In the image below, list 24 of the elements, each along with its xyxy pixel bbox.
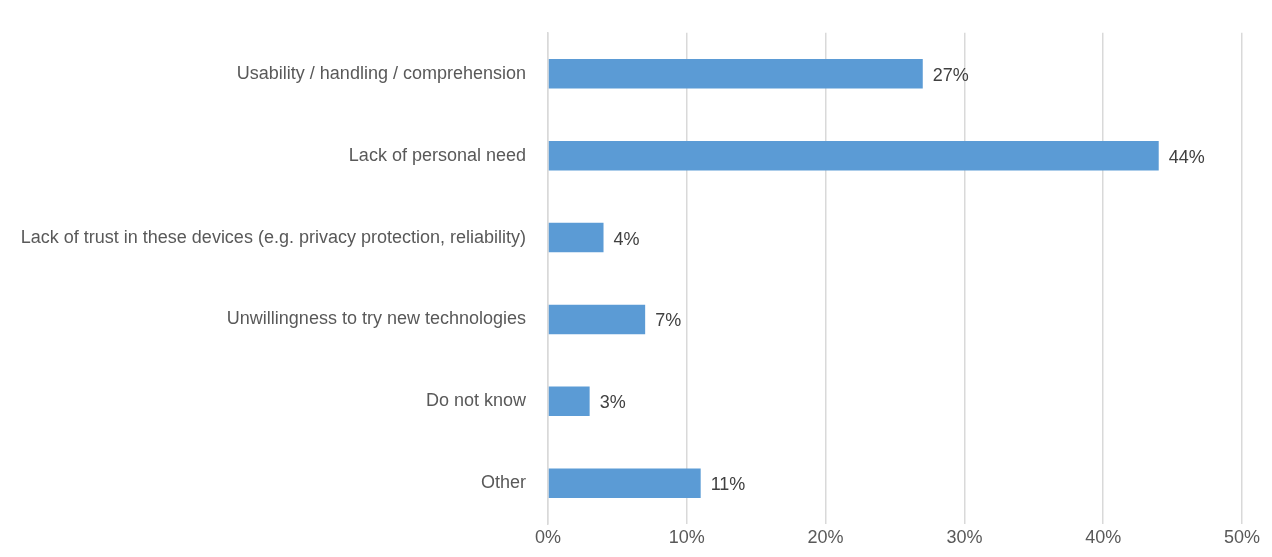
bar xyxy=(548,304,646,335)
x-tick-label: 10% xyxy=(668,526,705,547)
x-tick-label: 30% xyxy=(946,526,983,547)
data-label: 7% xyxy=(655,310,682,331)
y-tick-label: Usability / handling / comprehension xyxy=(236,62,526,83)
data-label: 3% xyxy=(599,392,626,413)
y-tick-label: Lack of personal need xyxy=(348,144,526,165)
bar xyxy=(548,468,701,498)
y-tick-label: Other xyxy=(480,472,526,493)
x-tick-label: 40% xyxy=(1085,526,1122,547)
x-tick-label: 50% xyxy=(1223,526,1261,547)
y-tick-label: Do not know xyxy=(425,390,527,411)
y-tick-label: Lack of trust in these devices (e.g. privacy protection, reliability) xyxy=(20,226,526,247)
data-label: 44% xyxy=(1168,146,1205,167)
bar xyxy=(548,222,604,253)
data-label: 4% xyxy=(613,228,640,249)
data-label: 27% xyxy=(932,64,969,85)
bar xyxy=(548,59,923,89)
bar xyxy=(548,386,590,417)
bar xyxy=(548,140,1159,171)
y-tick-label: Unwillingness to try new technologies xyxy=(226,308,526,329)
x-tick-label: 0% xyxy=(534,526,562,547)
x-tick-label: 20% xyxy=(807,526,844,547)
data-label: 11% xyxy=(710,474,746,495)
